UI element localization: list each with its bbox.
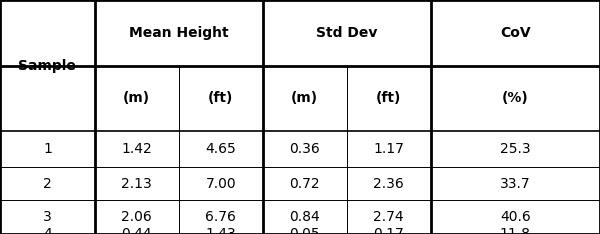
Text: 2.74: 2.74 [373, 210, 404, 224]
Text: 2: 2 [43, 177, 52, 191]
Text: 6.76: 6.76 [205, 210, 236, 224]
Text: (ft): (ft) [376, 91, 401, 105]
Text: 0.44: 0.44 [121, 227, 152, 234]
Text: 1.42: 1.42 [121, 142, 152, 156]
Text: 4.65: 4.65 [205, 142, 236, 156]
Text: 4: 4 [43, 227, 52, 234]
Text: Std Dev: Std Dev [316, 26, 377, 40]
Text: CoV: CoV [500, 26, 531, 40]
Text: (ft): (ft) [208, 91, 233, 105]
Text: (%): (%) [502, 91, 529, 105]
Text: (m): (m) [123, 91, 151, 105]
Text: 33.7: 33.7 [500, 177, 531, 191]
Text: (m): (m) [291, 91, 319, 105]
Text: 0.72: 0.72 [289, 177, 320, 191]
Text: 0.05: 0.05 [289, 227, 320, 234]
Text: 40.6: 40.6 [500, 210, 531, 224]
Text: Mean Height: Mean Height [129, 26, 229, 40]
Text: 0.36: 0.36 [289, 142, 320, 156]
Text: 0.84: 0.84 [289, 210, 320, 224]
Text: 1: 1 [43, 142, 52, 156]
Text: 11.8: 11.8 [500, 227, 531, 234]
Text: 1.17: 1.17 [373, 142, 404, 156]
Text: 1.43: 1.43 [205, 227, 236, 234]
Text: 2.36: 2.36 [373, 177, 404, 191]
Text: 7.00: 7.00 [205, 177, 236, 191]
Text: 2.13: 2.13 [121, 177, 152, 191]
Text: 0.17: 0.17 [373, 227, 404, 234]
Text: 25.3: 25.3 [500, 142, 531, 156]
Text: Sample: Sample [19, 58, 76, 73]
Text: 2.06: 2.06 [121, 210, 152, 224]
Text: 3: 3 [43, 210, 52, 224]
